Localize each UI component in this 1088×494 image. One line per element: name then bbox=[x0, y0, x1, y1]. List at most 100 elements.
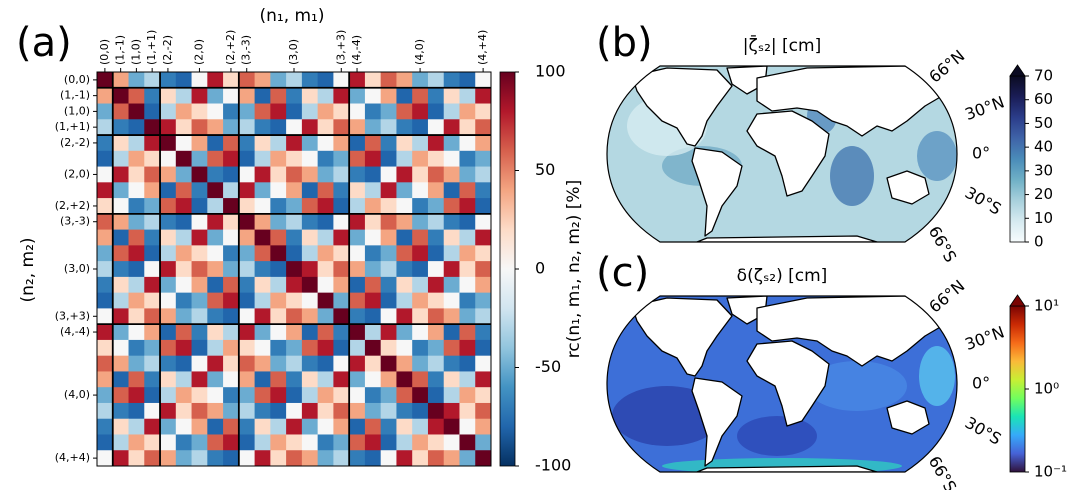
heatmap-cell bbox=[333, 261, 350, 278]
heatmap-cell bbox=[144, 387, 161, 404]
heatmap-cell bbox=[286, 229, 303, 246]
heatmap-cell bbox=[364, 213, 382, 230]
heatmap-cell bbox=[270, 355, 287, 372]
heatmap-cell bbox=[175, 355, 192, 372]
heatmap-cell bbox=[349, 261, 366, 278]
heatmap-cell bbox=[396, 434, 413, 451]
heatmap-cell bbox=[317, 87, 334, 104]
heatmap-cell bbox=[412, 355, 429, 372]
heatmap-cell bbox=[364, 434, 382, 451]
heatmap-cell bbox=[412, 198, 429, 215]
heatmap-cell bbox=[112, 387, 129, 404]
heatmap-cell bbox=[191, 402, 208, 420]
heatmap-cell bbox=[286, 182, 303, 199]
heatmap-cell bbox=[112, 103, 129, 120]
heatmap-cell bbox=[97, 166, 114, 183]
heatmap-cell bbox=[144, 150, 161, 167]
heatmap-cell bbox=[128, 87, 145, 104]
heatmap-cell bbox=[333, 166, 350, 183]
x-tick-label: (3,0) bbox=[287, 39, 300, 65]
colorbar bbox=[499, 71, 516, 467]
heatmap-cell bbox=[317, 261, 334, 278]
colorbar-tick-label: 100 bbox=[535, 62, 566, 81]
heatmap-cell bbox=[475, 213, 492, 230]
colorbar-tick-label: 10⁰ bbox=[1034, 380, 1059, 398]
heatmap-cell bbox=[349, 276, 366, 294]
heatmap-cell bbox=[427, 119, 445, 136]
heatmap-cell bbox=[333, 324, 350, 341]
heatmap-cell bbox=[349, 339, 366, 357]
heatmap-cell bbox=[317, 418, 334, 435]
heatmap-cell bbox=[144, 245, 161, 262]
heatmap-cell bbox=[301, 276, 319, 294]
heatmap-cell bbox=[112, 402, 129, 420]
heatmap-cell bbox=[364, 402, 382, 420]
heatmap-cell bbox=[475, 418, 492, 435]
heatmap-cell bbox=[364, 229, 382, 246]
heatmap-cell bbox=[380, 324, 397, 341]
heatmap-cell bbox=[270, 339, 287, 357]
heatmap-cell bbox=[97, 450, 114, 467]
heatmap-cell bbox=[254, 87, 271, 104]
heatmap-cell bbox=[459, 308, 476, 325]
heatmap-cell bbox=[207, 213, 224, 230]
heatmap-cell bbox=[97, 355, 114, 372]
heatmap-cell bbox=[144, 119, 161, 136]
heatmap-cell bbox=[475, 261, 492, 278]
heatmap-cell bbox=[254, 355, 271, 372]
heatmap-cell bbox=[396, 450, 413, 467]
heatmap-cell bbox=[128, 166, 145, 183]
heatmap-cell bbox=[160, 229, 177, 246]
heatmap-cell bbox=[128, 119, 145, 136]
x-tick-label: (0,0) bbox=[98, 39, 111, 65]
heatmap-cell bbox=[427, 135, 445, 152]
heatmap-cell bbox=[207, 355, 224, 372]
heatmap-cell bbox=[333, 434, 350, 451]
heatmap-cell bbox=[301, 119, 319, 136]
heatmap-cell bbox=[223, 166, 240, 183]
heatmap-cell bbox=[380, 355, 397, 372]
heatmap-cell bbox=[112, 450, 129, 467]
x-axis-title: (n₁, m₁) bbox=[259, 6, 324, 26]
heatmap-cell bbox=[364, 150, 382, 167]
heatmap-cell bbox=[317, 166, 334, 183]
heatmap-cell bbox=[396, 245, 413, 262]
colorbar-tick-label: 10¹ bbox=[1034, 297, 1059, 315]
heatmap-cell bbox=[270, 434, 287, 451]
heatmap-cell bbox=[97, 402, 114, 420]
heatmap-cell bbox=[223, 119, 240, 136]
heatmap-cell bbox=[412, 450, 429, 467]
heatmap-cell bbox=[191, 119, 208, 136]
heatmap-cell bbox=[160, 245, 177, 262]
heatmap-cell bbox=[270, 166, 287, 183]
heatmap-cell bbox=[254, 339, 271, 357]
heatmap-cell bbox=[270, 450, 287, 467]
y-tick-label: (1,0) bbox=[64, 104, 90, 117]
map-body bbox=[607, 296, 957, 472]
heatmap-cell bbox=[223, 213, 240, 230]
heatmap-cell bbox=[254, 324, 271, 341]
heatmap-cell bbox=[238, 135, 255, 152]
heatmap-cell bbox=[380, 229, 397, 246]
heatmap-cell bbox=[223, 276, 240, 294]
ocean-pattern bbox=[737, 416, 817, 456]
heatmap-cell bbox=[97, 72, 114, 89]
colorbar-tick-label: 10⁻¹ bbox=[1034, 463, 1067, 481]
heatmap-cell bbox=[254, 371, 271, 388]
heatmap-cell bbox=[427, 213, 445, 230]
heatmap-cell bbox=[286, 371, 303, 388]
heatmap-cell bbox=[112, 213, 129, 230]
heatmap-cell bbox=[97, 434, 114, 451]
heatmap-cell bbox=[270, 135, 287, 152]
heatmap-cell bbox=[238, 402, 255, 420]
heatmap-cell bbox=[223, 245, 240, 262]
heatmap-cell bbox=[380, 387, 397, 404]
heatmap-cell bbox=[427, 434, 445, 451]
heatmap-cell bbox=[97, 292, 114, 309]
heatmap-cell bbox=[364, 387, 382, 404]
heatmap-cell bbox=[459, 292, 476, 309]
heatmap-cell bbox=[144, 371, 161, 388]
heatmap-cell bbox=[144, 434, 161, 451]
heatmap-cell bbox=[286, 308, 303, 325]
latitude-label: 30°N bbox=[962, 322, 1006, 354]
